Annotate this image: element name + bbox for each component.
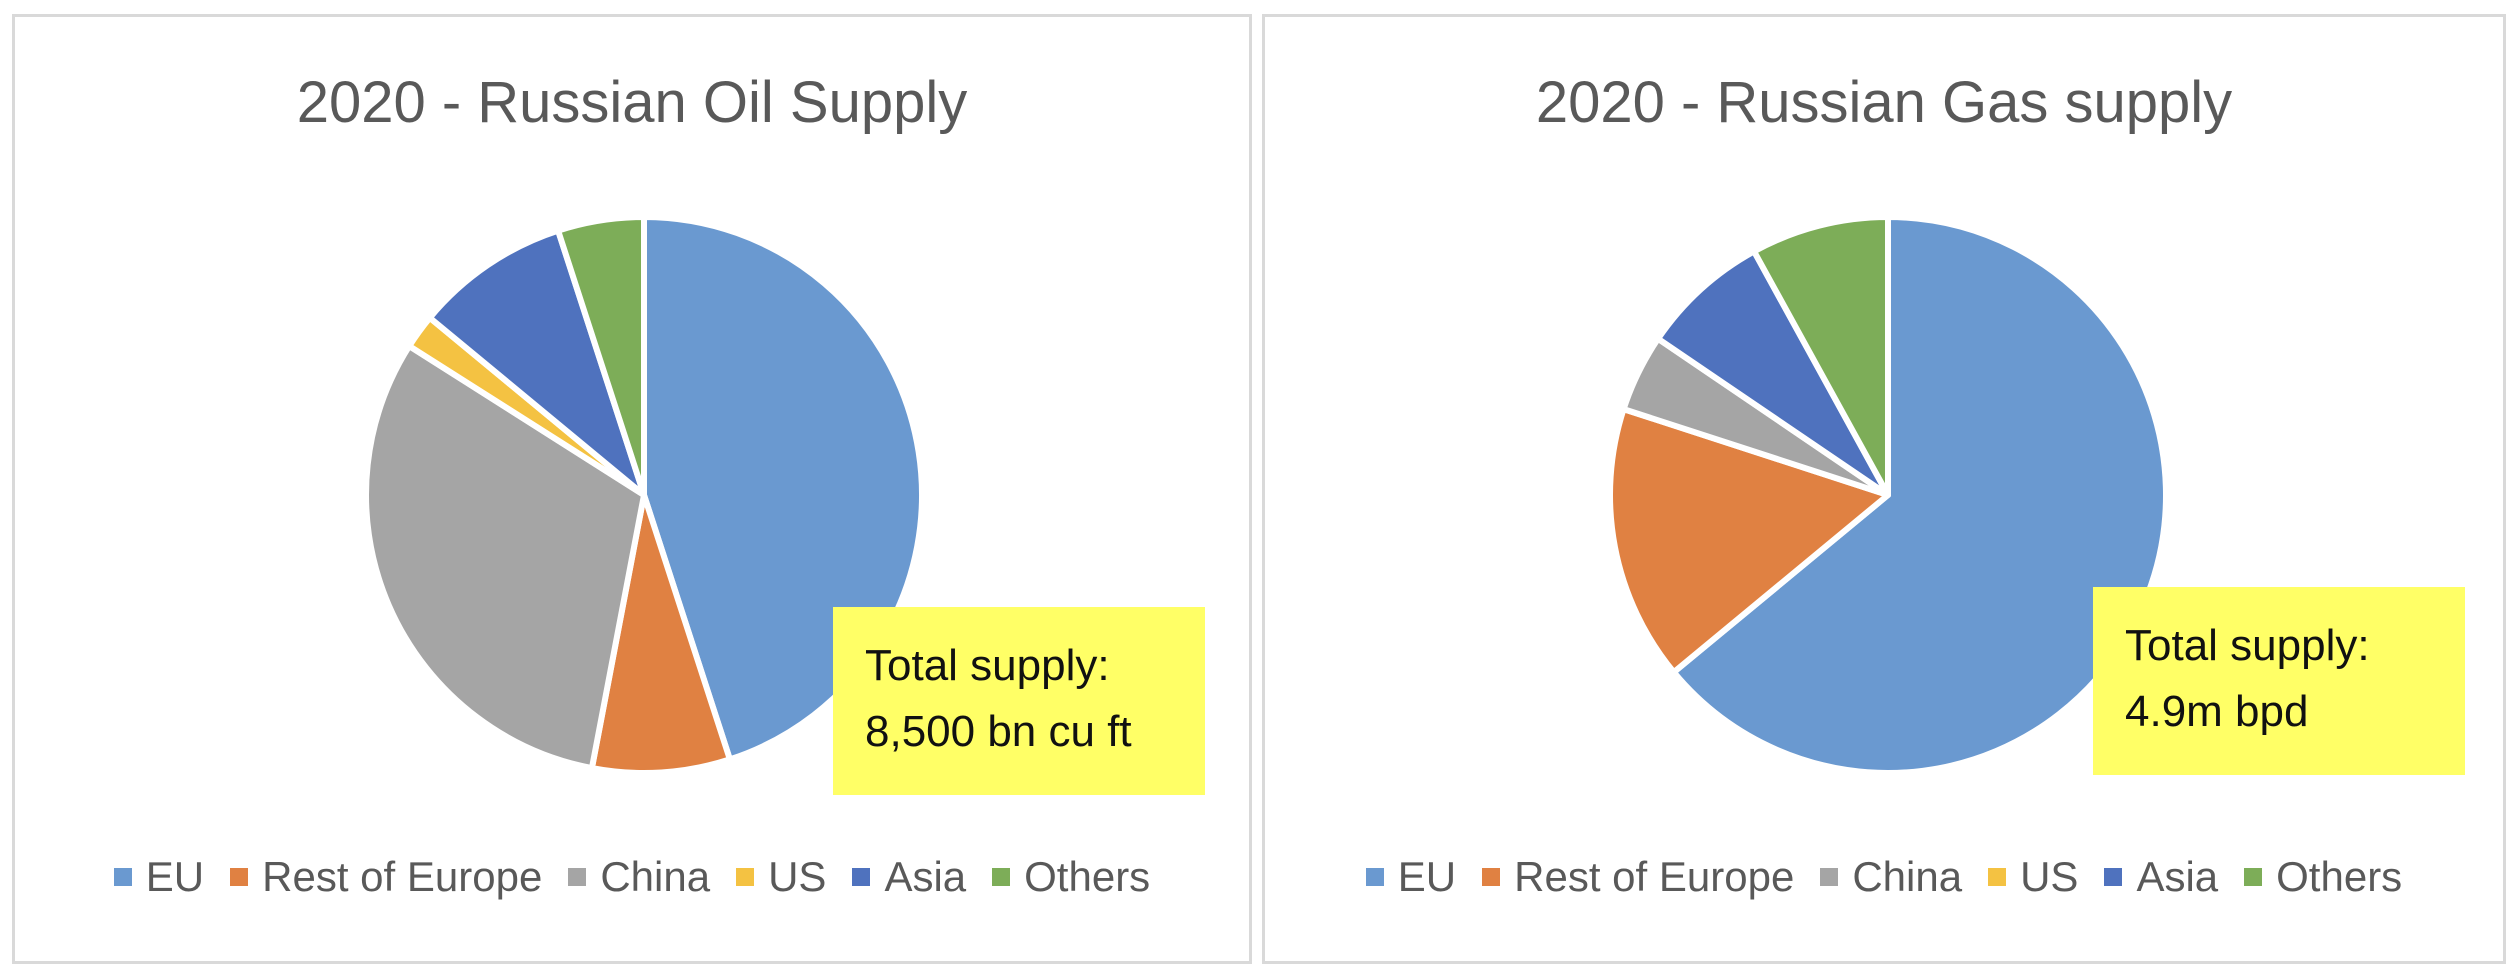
legend-swatch: [1482, 868, 1501, 886]
legend-swatch: [230, 868, 249, 886]
legend-item: China: [568, 853, 710, 901]
total-supply-note: Total supply: 8,500 bn cu ft: [833, 607, 1205, 795]
oil-pie-chart: [363, 214, 925, 776]
legend-swatch: [2104, 868, 2123, 886]
pie-slice-asia: [1655, 248, 1891, 498]
legend-swatch: [736, 868, 755, 886]
gas-chart-panel: 2020 - Russian Gas supply Total supply: …: [1262, 14, 2506, 964]
chart-title: 2020 - Russian Oil Supply: [296, 70, 968, 135]
legend-item: China: [1820, 853, 1962, 901]
legend-label: EU: [145, 853, 205, 900]
legend-item: Rest of Europe: [230, 853, 542, 901]
note-line-2: 8,500 bn cu ft: [865, 707, 1132, 756]
legend-label: EU: [1397, 853, 1457, 900]
legend-item: Asia: [2104, 853, 2218, 901]
legend: EU Rest of Europe China US Asia Others: [1265, 853, 2503, 901]
pie-slice-others: [1751, 214, 1891, 498]
legend-item: Rest of Europe: [1482, 853, 1794, 901]
total-supply-note: Total supply: 4.9m bpd: [2093, 587, 2465, 775]
legend-label: Others: [2276, 853, 2403, 900]
note-line-1: Total supply:: [865, 641, 1110, 690]
pie-slice-others: [555, 214, 647, 498]
legend: EU Rest of Europe China US Asia Others: [15, 853, 1249, 901]
legend-swatch: [1988, 868, 2007, 886]
legend-label: Rest of Europe: [262, 853, 543, 900]
legend-swatch: [2244, 868, 2263, 886]
legend-label: China: [1852, 853, 1963, 900]
chart-title: 2020 - Russian Gas supply: [1535, 70, 2233, 135]
pie-slice-rest-of-europe: [588, 492, 733, 776]
legend-swatch: [113, 868, 132, 886]
legend-label: China: [600, 853, 711, 900]
legend-swatch: [568, 868, 587, 886]
legend-item: Asia: [852, 853, 966, 901]
legend-label: US: [768, 853, 827, 900]
oil-chart-panel: 2020 - Russian Oil Supply Total supply: …: [12, 14, 1252, 964]
legend-item: EU: [113, 853, 205, 901]
pie-slice-asia: [426, 227, 647, 498]
legend-item: Others: [2244, 853, 2402, 901]
legend-item: US: [736, 853, 826, 901]
legend-swatch: [1365, 868, 1384, 886]
note-line-2: 4.9m bpd: [2125, 687, 2309, 736]
legend-label: Asia: [884, 853, 967, 900]
legend-label: US: [2020, 853, 2079, 900]
legend-item: Others: [992, 853, 1150, 901]
legend-item: EU: [1365, 853, 1457, 901]
legend-item: US: [1988, 853, 2078, 901]
legend-swatch: [1820, 868, 1839, 886]
legend-swatch: [852, 868, 871, 886]
note-line-1: Total supply:: [2125, 621, 2370, 670]
legend-label: Asia: [2136, 853, 2219, 900]
legend-label: Rest of Europe: [1514, 853, 1795, 900]
gas-pie-chart: [1607, 214, 2169, 776]
legend-label: Others: [1024, 853, 1151, 900]
legend-swatch: [992, 868, 1011, 886]
